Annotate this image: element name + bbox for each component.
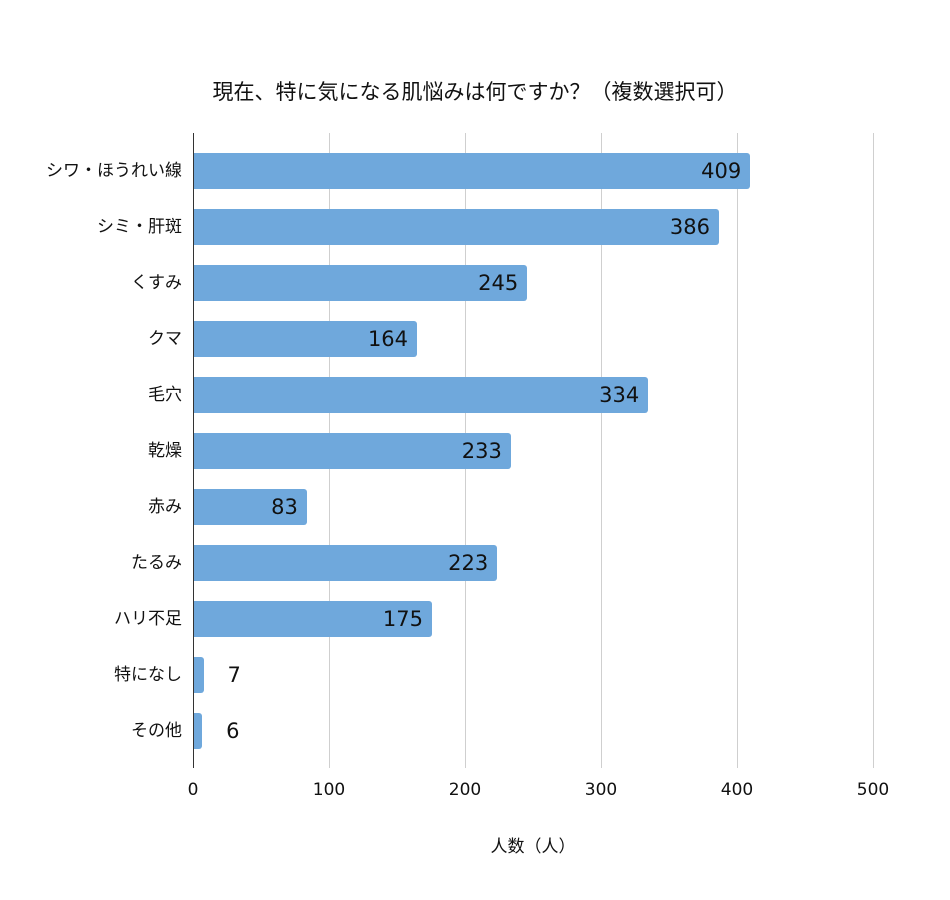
gridline-400 (737, 133, 738, 768)
x-tick-label: 100 (312, 780, 346, 800)
bar (194, 209, 719, 245)
bar (194, 601, 432, 637)
bar (194, 433, 511, 469)
x-tick-label: 0 (187, 780, 199, 800)
bar (194, 153, 751, 189)
category-label: ハリ不足 (114, 609, 182, 629)
category-label: 毛穴 (148, 385, 182, 405)
bar (194, 657, 204, 693)
category-label: くすみ (131, 273, 182, 293)
category-label: シミ・肝斑 (97, 217, 182, 237)
category-label: その他 (131, 721, 182, 741)
bar-value-label: 175 (382, 607, 423, 631)
category-label: シワ・ほうれい線 (46, 161, 182, 181)
bar-value-label: 164 (367, 327, 409, 351)
gridline-500 (873, 133, 874, 768)
x-tick-label: 200 (448, 780, 482, 800)
bar-value-label: 233 (461, 439, 502, 463)
bar-value-label: 7 (227, 663, 241, 687)
bar (194, 377, 649, 413)
bar-value-label: 334 (599, 383, 640, 407)
bar (194, 489, 307, 525)
bar-value-label: 223 (448, 551, 489, 575)
x-tick-label: 300 (584, 780, 618, 800)
category-label: 赤み (148, 497, 182, 517)
category-label: 乾燥 (148, 441, 182, 461)
bar (194, 713, 203, 749)
category-label: たるみ (131, 553, 182, 573)
category-label: クマ (148, 329, 182, 349)
bar (194, 265, 528, 301)
bar-value-label: 386 (669, 215, 710, 239)
x-tick-label: 500 (856, 780, 890, 800)
bar-value-label: 409 (701, 159, 742, 183)
bar-value-label: 6 (226, 719, 240, 743)
bar-value-label: 83 (271, 495, 298, 519)
x-tick-label: 400 (720, 780, 754, 800)
chart-title: 現在、特に気になる肌悩みは何ですか？（複数選択可） (212, 80, 738, 104)
bar-value-label: 245 (478, 271, 519, 295)
y-axis-line (193, 133, 194, 768)
bar (194, 321, 418, 357)
x-axis-title: 人数（人） (490, 837, 576, 857)
gridline-300 (601, 133, 602, 768)
bar (194, 545, 498, 581)
category-label: 特になし (114, 665, 182, 685)
